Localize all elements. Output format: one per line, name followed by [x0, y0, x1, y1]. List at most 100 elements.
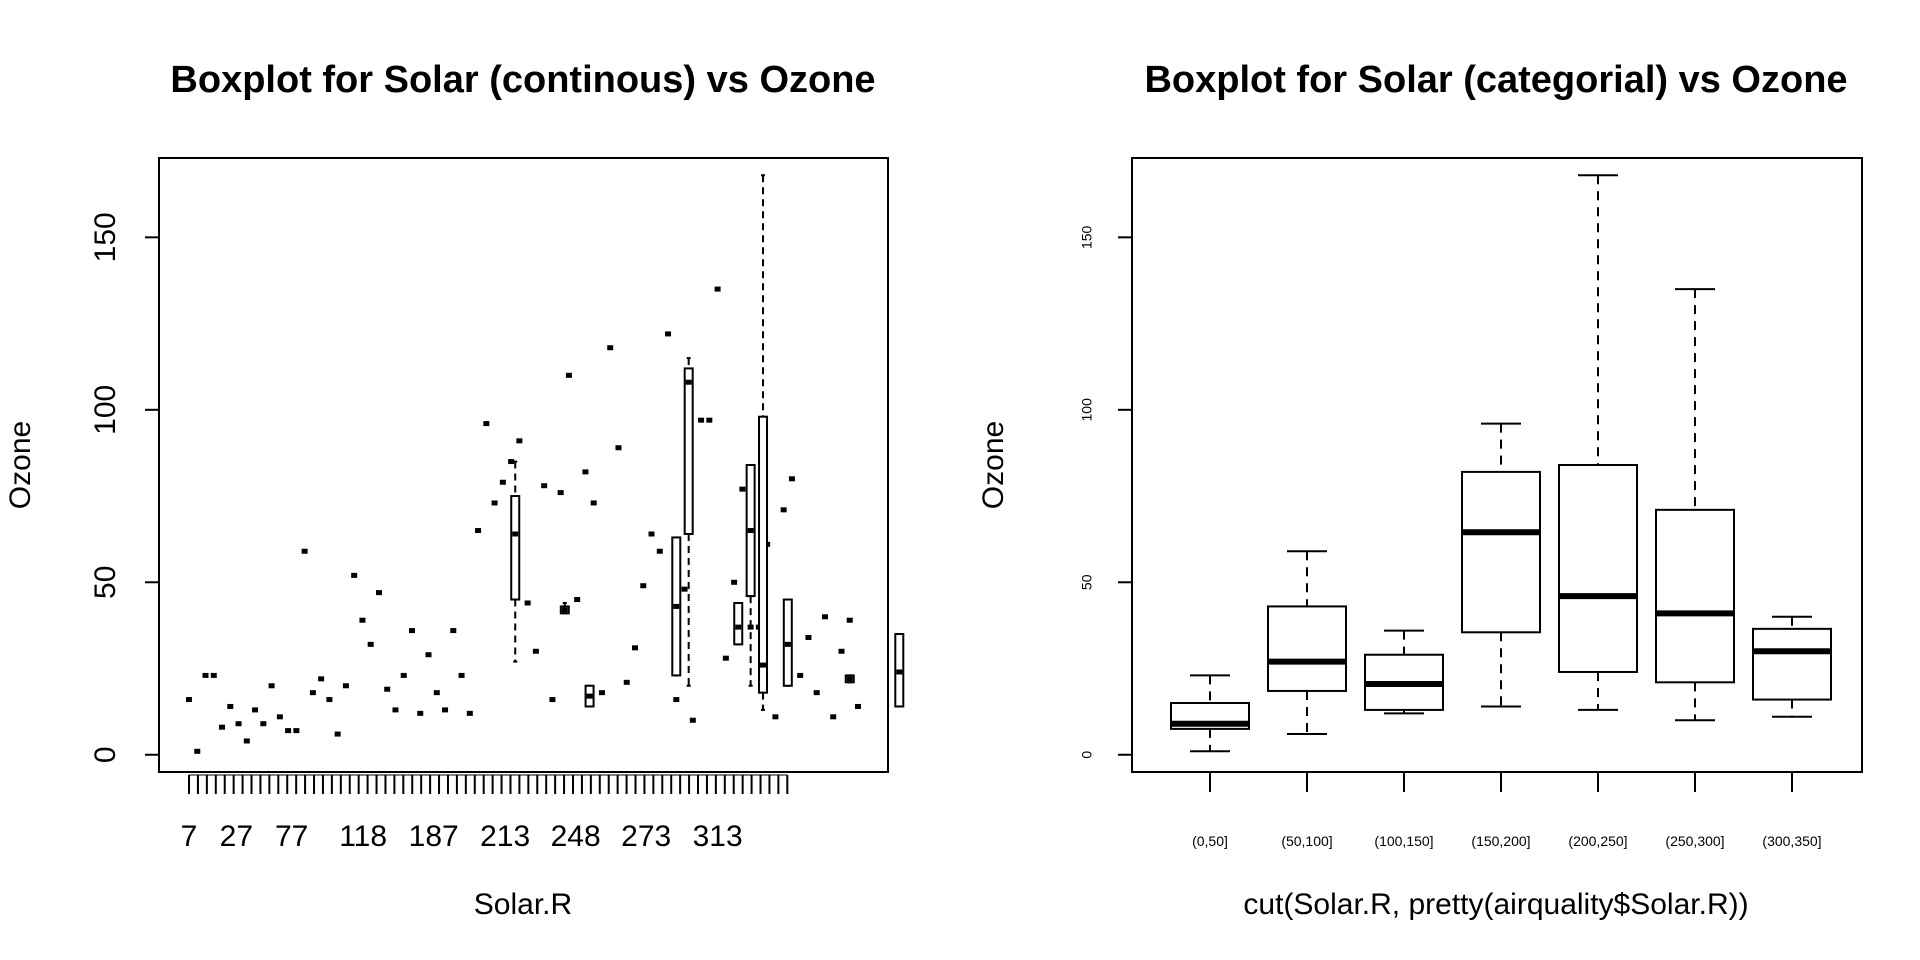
data-point: [681, 586, 688, 592]
x-axis: (0,50] (50,100] (100,150] (150,200] (200,250…: [1192, 771, 1822, 849]
data-point: [656, 548, 663, 554]
data-point: [516, 438, 523, 444]
x-tick-label: 213: [480, 820, 530, 853]
box: [733, 601, 744, 646]
data-point: [780, 507, 787, 513]
data-point: [673, 697, 680, 703]
box: [844, 674, 855, 684]
box: [894, 633, 905, 708]
y-axis-label: Ozone: [977, 421, 1010, 509]
y-axis: 0 50 100 150: [1079, 225, 1133, 759]
box-median: [735, 624, 742, 630]
box-iqr: [683, 367, 694, 535]
data-point: [508, 459, 515, 465]
plot-area: [1170, 174, 1832, 753]
data-point: [359, 617, 366, 623]
box-median: [561, 607, 568, 613]
y-tick-label: 100: [1079, 398, 1095, 422]
x-tick-label: 248: [551, 820, 601, 853]
data-point: [632, 645, 638, 651]
data-point: [219, 724, 226, 730]
data-point: [417, 710, 424, 716]
chart-title: Boxplot for Solar (categorial) vs Ozone: [1144, 59, 1847, 101]
data-point: [194, 748, 201, 754]
box-median: [512, 531, 519, 537]
data-point: [731, 579, 738, 585]
data-point: [747, 624, 754, 630]
box: [671, 536, 682, 677]
box: [1752, 615, 1832, 718]
data-point: [466, 710, 473, 716]
data-point: [541, 483, 548, 489]
data-point: [227, 703, 234, 709]
data-point: [326, 697, 333, 703]
data-point: [615, 445, 622, 451]
data-point: [392, 707, 399, 713]
x-tick-label: 27: [220, 820, 253, 853]
box: [745, 464, 756, 687]
data-point: [475, 528, 482, 534]
box-median: [760, 662, 767, 668]
data-point: [433, 690, 440, 696]
data-point: [400, 672, 407, 678]
box: [1267, 550, 1347, 736]
y-tick-label: 150: [89, 212, 122, 262]
data-point: [838, 648, 845, 654]
x-tick-label: (0,50]: [1192, 833, 1228, 849]
data-point: [689, 717, 696, 723]
x-tick-label: (250,300]: [1665, 833, 1724, 849]
x-axis-label: cut(Solar.R, pretty(airquality$Solar.R)): [1243, 888, 1748, 921]
box-iqr: [1558, 464, 1638, 673]
data-point: [739, 486, 746, 492]
y-axis-label: Ozone: [4, 421, 37, 509]
box-iqr: [733, 601, 744, 646]
x-tick-label: 187: [409, 820, 459, 853]
x-tick-label: (200,250]: [1568, 833, 1627, 849]
x-axis-label: Solar.R: [474, 888, 572, 921]
data-point: [318, 676, 325, 682]
data-point: [714, 286, 721, 292]
data-point: [458, 672, 465, 678]
x-axis: 7 27 77 118 187 213 248 273 313: [181, 774, 789, 853]
data-point: [598, 690, 605, 696]
data-point: [813, 690, 820, 696]
box: [1461, 422, 1541, 708]
box-median: [747, 528, 754, 534]
box-iqr: [1267, 605, 1347, 692]
data-point: [590, 500, 597, 506]
data-point: [186, 697, 192, 703]
data-point: [425, 652, 432, 658]
data-point: [623, 679, 630, 685]
data-point: [565, 372, 572, 378]
data-point: [846, 617, 853, 623]
data-point: [499, 479, 506, 485]
data-point: [334, 731, 341, 737]
data-point: [797, 672, 804, 678]
y-tick-label: 0: [89, 746, 122, 763]
x-tick-label: (100,150]: [1374, 833, 1433, 849]
panel-categorical: Boxplot for Solar (categorial) vs Ozone …: [977, 59, 1863, 921]
y-tick-label: 50: [1079, 574, 1095, 590]
data-point: [442, 707, 449, 713]
x-tick-label: 77: [275, 820, 308, 853]
data-point: [285, 728, 292, 734]
box-iqr: [510, 495, 521, 601]
box: [559, 601, 570, 615]
data-point: [698, 417, 705, 423]
data-point: [524, 600, 531, 606]
x-tick-label: (50,100]: [1281, 833, 1332, 849]
box-median: [896, 669, 903, 675]
box-median: [784, 641, 791, 647]
box-iqr: [1752, 627, 1832, 701]
data-point: [706, 417, 713, 423]
box-iqr: [1655, 508, 1735, 684]
data-point: [210, 672, 217, 678]
box: [1655, 288, 1735, 722]
plot-area: [186, 174, 905, 754]
data-point: [301, 548, 308, 554]
box: [1364, 629, 1444, 715]
box-median: [685, 379, 692, 385]
y-tick-label: 50: [89, 566, 122, 599]
data-point: [532, 648, 539, 654]
